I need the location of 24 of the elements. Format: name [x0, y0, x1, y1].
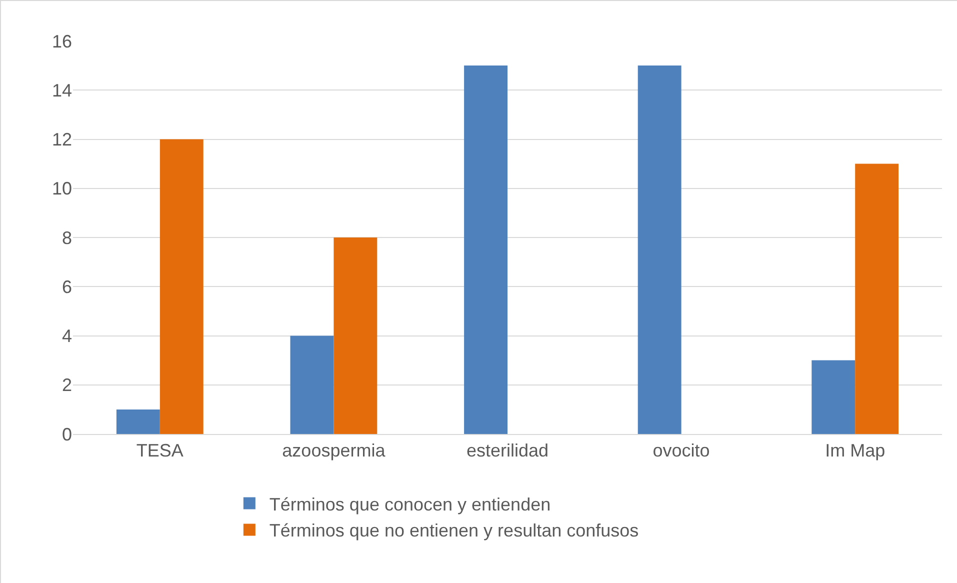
bar	[116, 409, 160, 434]
x-tick-label: ovocito	[652, 440, 710, 461]
bar	[290, 336, 334, 434]
bar	[638, 66, 682, 434]
y-tick-label: 12	[52, 130, 72, 150]
bar	[464, 66, 508, 434]
y-tick-label: 10	[52, 178, 72, 199]
bar	[334, 238, 378, 434]
legend-label: Términos que no entienen y resultan confusos	[269, 520, 639, 541]
y-tick-label: 4	[62, 326, 72, 346]
bar	[160, 139, 204, 434]
y-tick-label: 16	[52, 31, 72, 52]
legend-label: Términos que conocen y entienden	[269, 494, 551, 514]
x-tick-label: esterilidad	[466, 440, 549, 461]
y-tick-label: 8	[62, 228, 72, 248]
bar	[812, 360, 856, 434]
y-tick-label: 14	[52, 80, 72, 100]
y-tick-label: 6	[62, 276, 72, 297]
y-tick-label: 0	[62, 424, 72, 444]
x-tick-label: Im Map	[825, 440, 886, 461]
x-tick-label: TESA	[136, 440, 184, 461]
x-tick-label: azoospermia	[282, 440, 386, 461]
y-tick-label: 2	[62, 375, 72, 396]
bar	[855, 164, 899, 434]
